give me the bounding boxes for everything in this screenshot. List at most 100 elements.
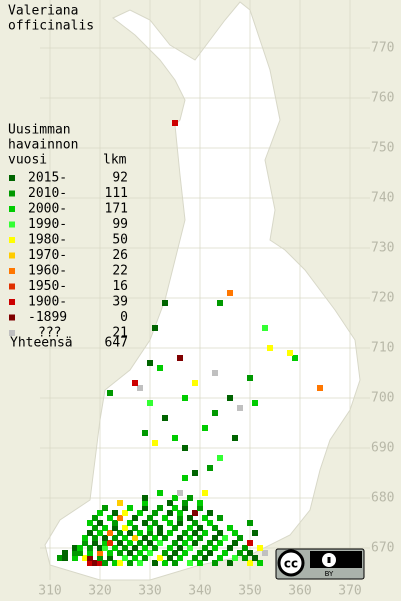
observation-cell	[232, 530, 238, 536]
observation-cell	[87, 520, 93, 526]
observation-cell	[152, 535, 158, 541]
legend-swatch	[9, 237, 15, 243]
observation-cell	[147, 525, 153, 531]
legend-label: 2015-	[28, 171, 67, 186]
observation-cell	[182, 445, 188, 451]
observation-cell	[72, 550, 78, 556]
observation-cell	[192, 555, 198, 561]
observation-cell	[132, 525, 138, 531]
observation-cell	[167, 555, 173, 561]
observation-cell	[252, 530, 258, 536]
observation-cell	[172, 540, 178, 546]
observation-cell	[82, 555, 88, 561]
legend-label: 1970-	[28, 248, 67, 263]
observation-cell	[112, 510, 118, 516]
x-tick-label: 350	[238, 584, 261, 599]
observation-cell	[217, 555, 223, 561]
observation-cell	[92, 515, 98, 521]
observation-cell	[317, 385, 323, 391]
x-tick-label: 340	[188, 584, 211, 599]
legend-swatch	[9, 314, 15, 321]
observation-cell	[167, 545, 173, 551]
observation-cell	[162, 515, 168, 521]
observation-cell	[217, 530, 223, 536]
observation-cell	[127, 550, 133, 556]
observation-cell	[137, 560, 143, 566]
legend-heading: Uusimman	[8, 123, 71, 138]
observation-cell	[127, 520, 133, 526]
observation-cell	[127, 560, 133, 566]
observation-cell	[132, 555, 138, 561]
x-tick-label: 360	[288, 584, 311, 599]
observation-cell	[227, 545, 233, 551]
observation-cell	[107, 555, 113, 561]
observation-cell	[227, 290, 233, 296]
legend-count: 22	[112, 264, 128, 279]
observation-cell	[112, 520, 118, 526]
observation-cell	[227, 395, 233, 401]
legend-swatch	[9, 190, 15, 197]
observation-cell	[72, 555, 78, 561]
observation-cell	[137, 540, 143, 546]
observation-cell	[262, 550, 268, 556]
observation-cell	[142, 430, 148, 436]
observation-cell	[257, 545, 263, 551]
badge-cc-circle	[277, 549, 305, 577]
observation-cell	[182, 505, 188, 511]
observation-cell	[142, 555, 148, 561]
observation-cell	[202, 490, 208, 496]
observation-cell	[102, 560, 108, 566]
observation-cell	[252, 555, 258, 561]
observation-cell	[162, 535, 168, 541]
observation-cell	[237, 535, 243, 541]
observation-cell	[157, 555, 163, 561]
cc-badge: cc BY	[275, 548, 365, 580]
y-tick-label: 690	[371, 441, 394, 456]
observation-cell	[117, 550, 123, 556]
observation-cell	[247, 550, 253, 556]
observation-cell	[137, 510, 143, 516]
observation-cell	[122, 545, 128, 551]
observation-cell	[132, 545, 138, 551]
observation-cell	[237, 405, 243, 411]
observation-cell	[262, 325, 268, 331]
observation-cell	[172, 525, 178, 531]
observation-cell	[197, 550, 203, 556]
observation-cell	[242, 555, 248, 561]
legend-label: 2010-	[28, 186, 67, 201]
observation-cell	[202, 515, 208, 521]
legend-label: 2000-	[28, 202, 67, 217]
observation-cell	[82, 535, 88, 541]
observation-cell	[157, 540, 163, 546]
legend-count: 16	[112, 279, 128, 294]
observation-cell	[97, 550, 103, 556]
observation-cell	[177, 515, 183, 521]
legend-heading: vuosi	[8, 153, 47, 168]
legend-swatch	[9, 283, 15, 290]
observation-cell	[107, 550, 113, 556]
observation-cell	[117, 560, 123, 566]
observation-cell	[212, 535, 218, 541]
observation-cell	[97, 530, 103, 536]
observation-cell	[117, 500, 123, 506]
observation-cell	[182, 395, 188, 401]
observation-cell	[197, 535, 203, 541]
observation-cell	[212, 410, 218, 416]
x-tick-label: 310	[38, 584, 61, 599]
observation-cell	[72, 545, 78, 551]
observation-cell	[157, 525, 163, 531]
badge-cc: cc	[284, 557, 298, 571]
legend-label: -1899	[28, 310, 67, 325]
observation-cell	[222, 535, 228, 541]
observation-cell	[197, 560, 203, 566]
y-tick-label: 740	[371, 191, 394, 206]
observation-cell	[112, 525, 118, 531]
observation-cell	[112, 535, 118, 541]
legend-label: 1990-	[28, 217, 67, 232]
legend-count: 39	[112, 295, 128, 310]
observation-cell	[152, 520, 158, 526]
observation-cell	[157, 490, 163, 496]
observation-cell	[92, 535, 98, 541]
observation-cell	[172, 505, 178, 511]
